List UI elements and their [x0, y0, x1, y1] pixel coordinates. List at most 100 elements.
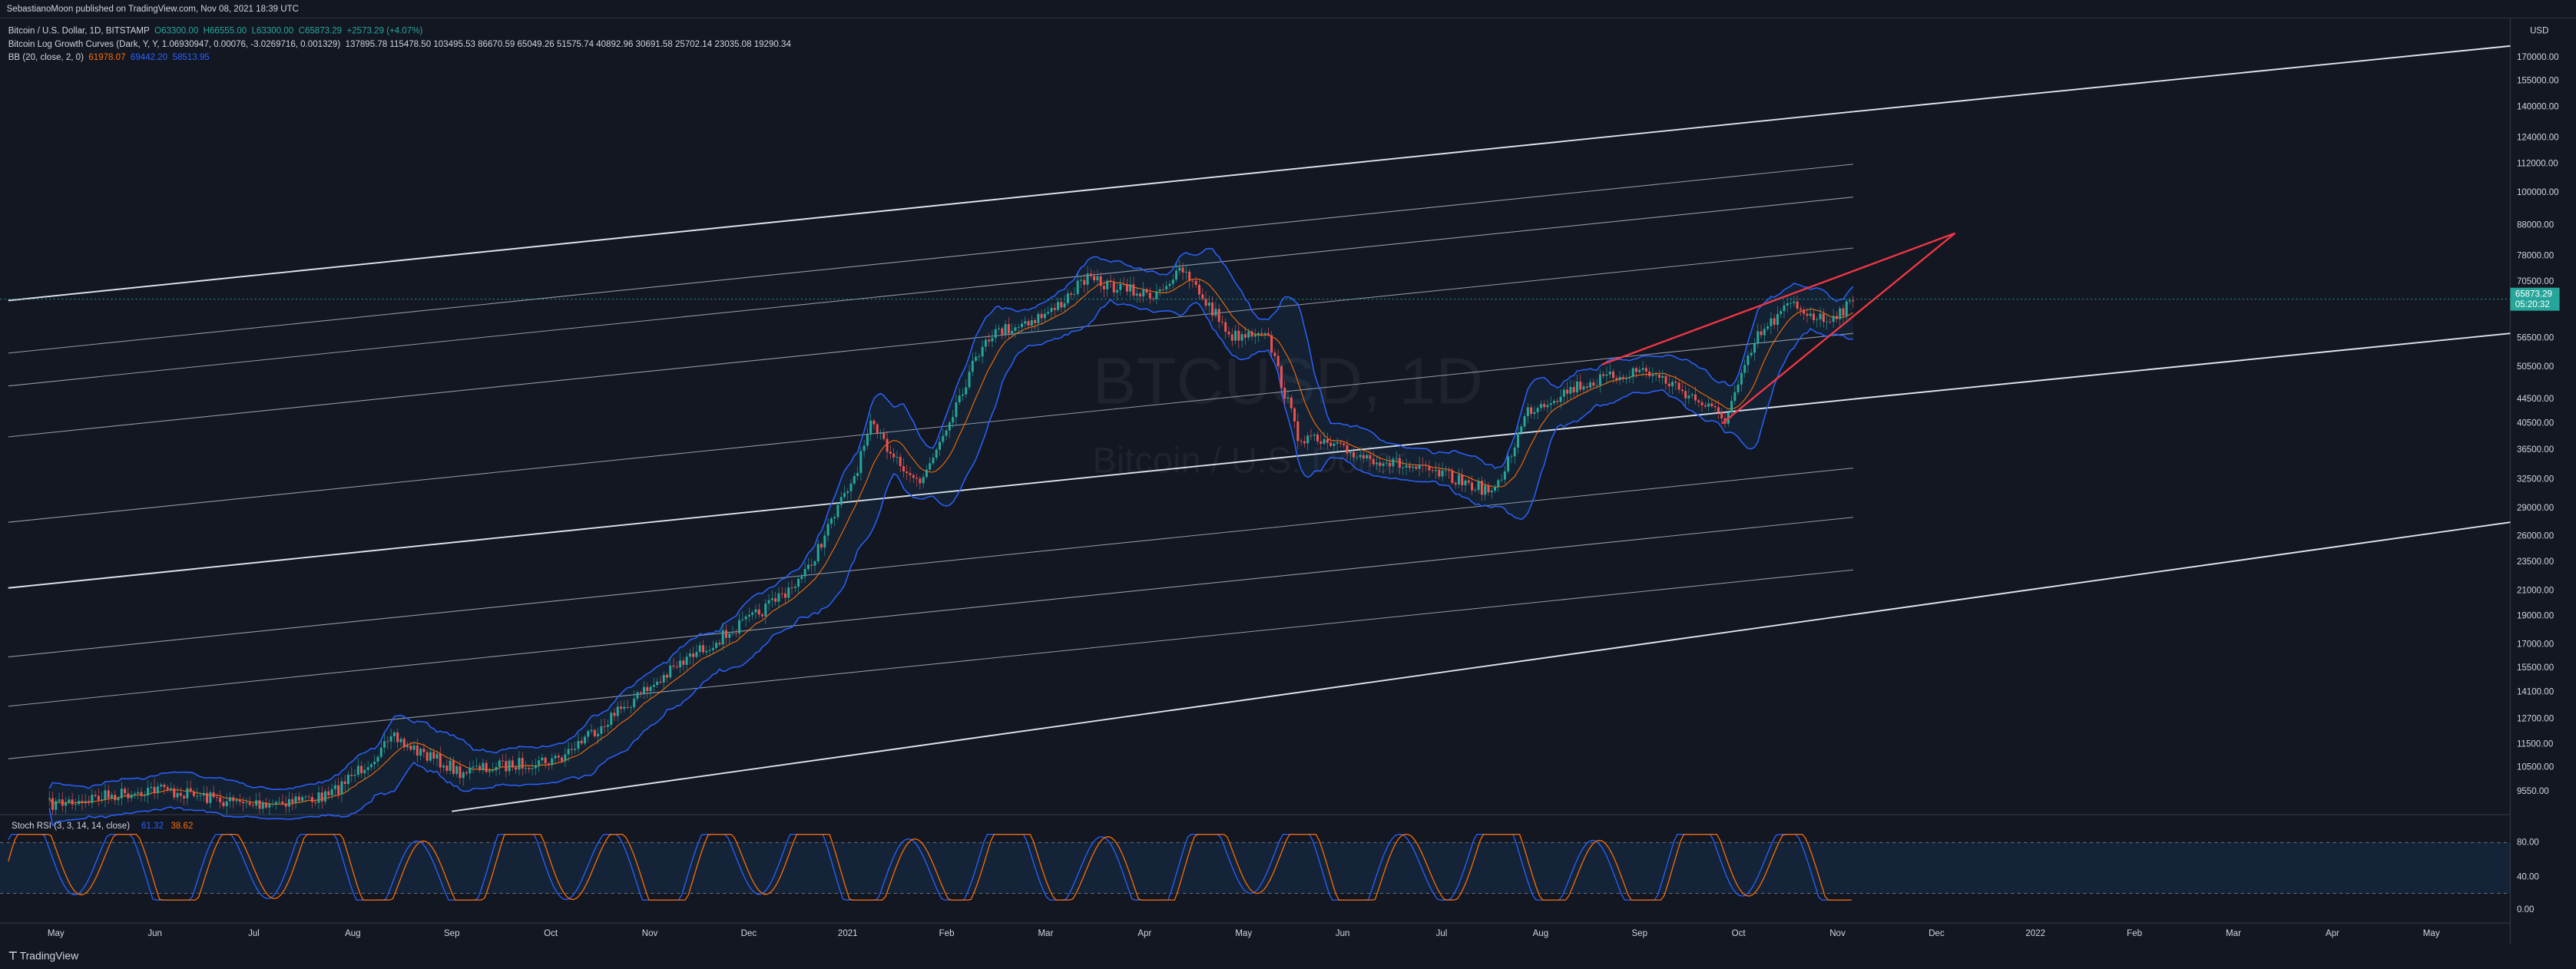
candle-body — [495, 767, 498, 771]
candle-body — [1083, 279, 1086, 285]
candle-body — [449, 760, 452, 771]
candle-body — [564, 754, 567, 762]
candle-body — [603, 726, 606, 727]
candle-body — [935, 449, 938, 458]
candle-body — [143, 795, 146, 796]
last-price-badge — [2510, 287, 2560, 311]
candle-body — [1070, 293, 1073, 295]
candle-body — [104, 790, 107, 799]
candle-body — [1832, 316, 1835, 322]
candle-body — [245, 802, 248, 804]
candle-body — [1510, 456, 1513, 458]
time-tick-label: May — [48, 929, 65, 938]
price-tick-label: 10500.00 — [2517, 763, 2554, 772]
candle-body — [101, 799, 104, 800]
candle-body — [1412, 466, 1415, 468]
candle-body — [541, 757, 544, 761]
candle-body — [528, 768, 531, 769]
price-tick-label: 140000.00 — [2517, 102, 2559, 111]
candle-body — [1004, 324, 1007, 335]
candle-body — [636, 692, 639, 699]
candle-body — [1184, 271, 1187, 273]
candle-body — [1339, 442, 1342, 444]
candle-body — [268, 804, 271, 808]
candle-body — [163, 784, 166, 788]
candle-body — [209, 792, 212, 803]
candle-body — [965, 387, 968, 395]
candle-body — [1441, 470, 1444, 477]
price-tick-label: 78000.00 — [2517, 252, 2554, 261]
candle-body — [806, 564, 810, 570]
candle-body — [422, 749, 425, 752]
price-tick-label: 36500.00 — [2517, 445, 2554, 455]
candle-body — [429, 752, 432, 761]
candle-body — [1516, 432, 1519, 448]
candle-body — [1138, 293, 1141, 297]
candle-body — [757, 609, 760, 615]
time-tick-label: Dec — [741, 929, 757, 938]
candle-body — [1171, 279, 1174, 284]
candle-body — [442, 765, 445, 768]
candle-body — [301, 797, 304, 801]
candle-body — [800, 576, 803, 580]
candle-body — [150, 786, 153, 789]
candle-body — [1507, 456, 1510, 471]
candle-body — [1638, 369, 1641, 372]
candle-body — [199, 795, 202, 796]
legend-text: C65873.29 — [299, 27, 343, 36]
candle-body — [859, 451, 863, 473]
growth-curve — [8, 398, 1853, 589]
candle-body — [1119, 283, 1122, 290]
candle-body — [616, 706, 619, 716]
candle-body — [281, 801, 284, 804]
price-tick-label: 112000.00 — [2517, 159, 2558, 168]
candle-body — [909, 473, 912, 475]
price-tick-label: 21000.00 — [2517, 586, 2554, 595]
candle-body — [649, 686, 652, 692]
time-tick-label: Oct — [1732, 929, 1747, 938]
candle-body — [557, 756, 560, 758]
candle-body — [416, 745, 419, 756]
candle-body — [1707, 403, 1710, 407]
candle-body — [1011, 330, 1014, 334]
candle-body — [317, 792, 320, 803]
candle-body — [337, 785, 340, 795]
candle-body — [1526, 407, 1529, 416]
time-tick-label: May — [2423, 929, 2440, 938]
candle-body — [853, 475, 856, 484]
candle-body — [971, 360, 974, 372]
candle-body — [958, 395, 961, 403]
growth-curve — [8, 332, 1853, 523]
candle-body — [1494, 486, 1497, 491]
candle-body — [353, 775, 356, 776]
candle-body — [1842, 308, 1845, 316]
candle-body — [432, 752, 435, 759]
rsi-d: 38.62 — [171, 822, 193, 831]
candle-body — [698, 645, 701, 653]
candle-body — [379, 747, 382, 757]
candle-body — [1763, 329, 1766, 336]
candle-body — [1418, 465, 1421, 469]
candle-body — [1536, 408, 1539, 412]
time-tick-label: Aug — [345, 929, 361, 938]
candle-body — [225, 801, 228, 806]
candle-body — [271, 803, 274, 805]
candle-body — [833, 517, 836, 519]
candle-body — [1405, 465, 1408, 468]
candle-body — [734, 633, 737, 634]
candle-body — [1435, 469, 1438, 471]
candle-body — [882, 433, 886, 439]
candle-body — [886, 438, 889, 452]
candle-body — [1359, 455, 1362, 458]
candle-body — [1034, 320, 1037, 323]
candle-body — [1122, 283, 1125, 285]
candle-body — [1263, 332, 1266, 335]
legend-text: 61978.07 — [88, 53, 125, 62]
candle-body — [705, 650, 708, 653]
candle-body — [156, 786, 159, 793]
time-tick-label: Dec — [1929, 929, 1945, 938]
candle-body — [356, 766, 359, 776]
candle-body — [1451, 471, 1454, 483]
candle-body — [952, 417, 955, 423]
candle-body — [274, 802, 277, 804]
